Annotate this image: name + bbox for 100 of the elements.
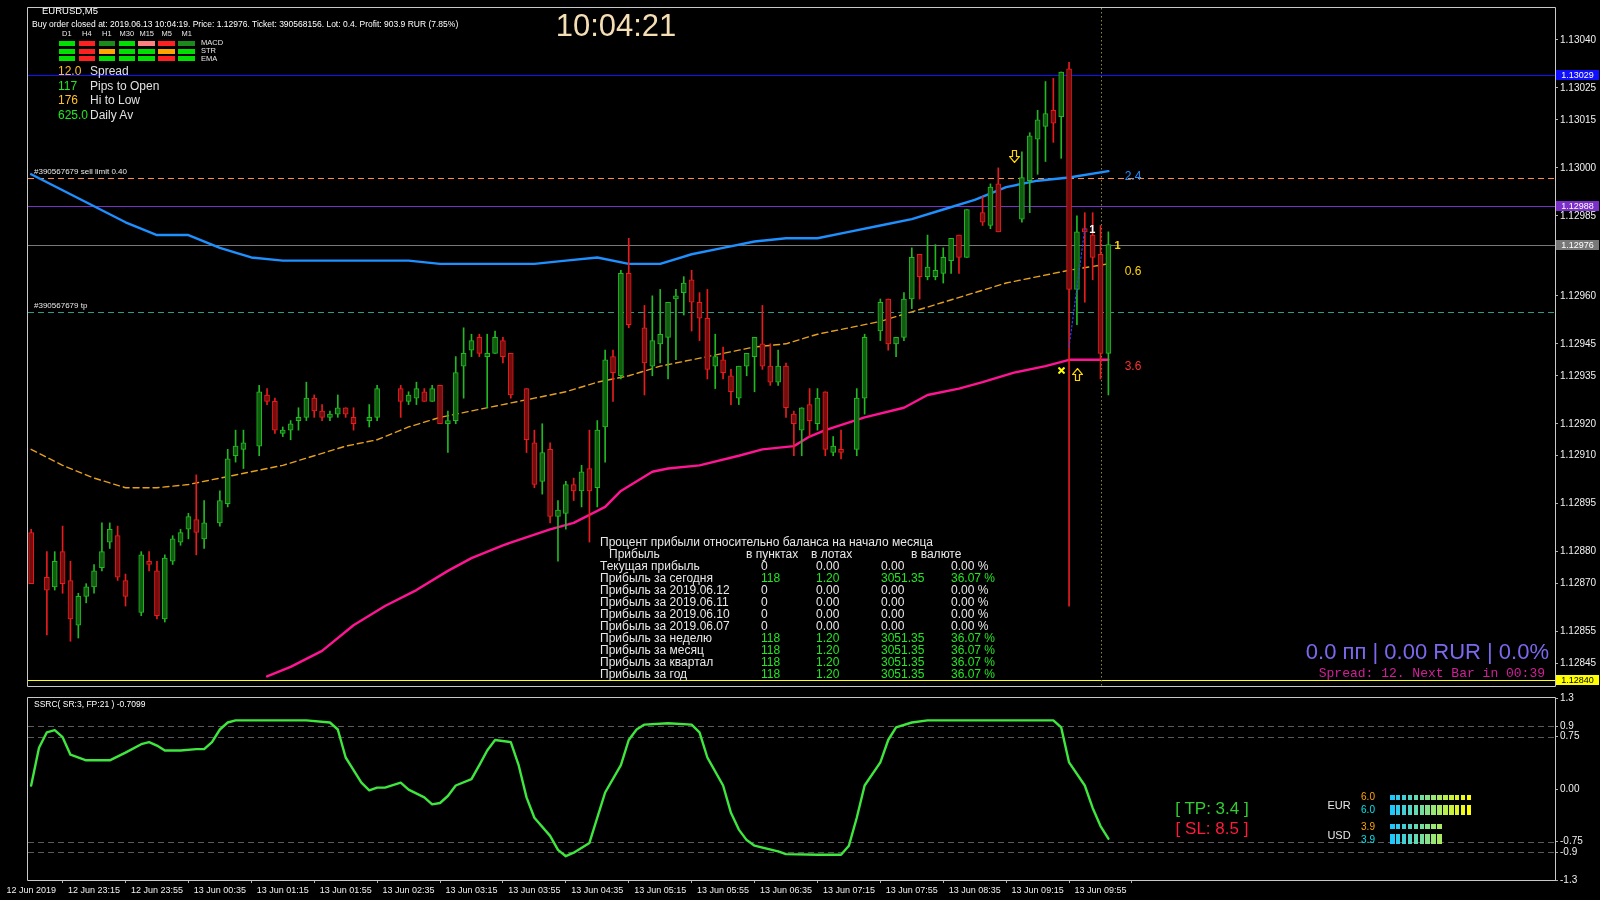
candlestick [838,429,844,460]
annotation: 10:04:21 [555,7,677,43]
x-tick-label: 13 Jun 07:55 [885,884,938,895]
annotation: 0.00 % [951,619,989,633]
y-tick-label: 1.12895 [1560,497,1597,509]
ref-line-label: #390567679 tp [34,300,88,310]
x-tick-label: 12 Jun 2019 [6,884,56,895]
annotation: Прибыль за 2019.06.10 [600,607,730,621]
y-tick-label: 1.12920 [1560,417,1597,429]
annotation: Прибыль за 2019.06.12 [600,583,730,597]
y-tick-label: -0.9 [1560,845,1578,857]
annotation: 0.00 [816,607,840,621]
annotation: 0 [761,619,768,633]
y-tick-label: 1.12945 [1560,337,1597,349]
annotation: Прибыль за год [600,667,688,681]
candlestick [657,289,664,364]
annotation: EUR [1327,798,1351,811]
annotation: 1.20 [816,571,840,585]
y-tick-label: -1.3 [1560,873,1578,885]
text: Buy order closed at: 2019.06.13 10:04:19. Price: 1.12976. Ticket: 390568156. Lot: 0.4. Profit: 903.9 RUR (7.85%) [32,18,459,29]
y-tick-label: 1.12910 [1560,449,1597,461]
annotation: Прибыль за 2019.06.11 [600,595,729,609]
y-tick-label: 1.3 [1560,691,1575,703]
y-tick-label: 1.12985 [1560,209,1597,221]
x-tick-label: 13 Jun 03:15 [445,884,498,895]
annotation: в лотах [811,547,853,561]
annotation: 1 [1089,222,1096,235]
annotation: 3.9 [1361,820,1375,832]
annotation: Spread [90,63,129,78]
annotation: 6.0 [1361,791,1375,802]
y-tick-label: 1.13025 [1560,81,1597,93]
annotation: Прибыль за неделю [600,631,712,645]
annotation: в пунктах [746,547,799,561]
chart-title: SSRC( SR:3, FP:21 ) -0.7099 [34,698,146,709]
annotation: 1.20 [816,643,840,657]
candlestick [366,404,373,428]
annotation: в валюте [911,547,962,561]
annotation: Текущая прибыль [600,559,700,573]
annotation: 3051.35 [881,655,925,669]
annotation: [ TP: 3.4 ] [1175,798,1249,818]
annotation: 0.00 % [951,559,989,573]
annotation: 0.00 [816,559,840,573]
y-tick-label: 1.12845 [1560,657,1597,669]
annotation: 36.07 % [951,667,996,681]
annotation: 2.4 [1124,168,1142,183]
annotation: 36.07 % [951,571,996,585]
annotation: 0.00 [816,583,840,597]
x-tick-label: 13 Jun 09:55 [1074,884,1127,895]
x-tick-label: 13 Jun 00:35 [193,884,246,895]
annotation: 1.20 [816,631,840,645]
annotation: 0.00 [881,583,905,597]
annotation: 0.00 [816,619,840,633]
annotation: Прибыль [609,547,660,561]
annotation: 625.0 [58,108,89,123]
ref-line-label: 1.13029 [1556,70,1599,81]
annotation: 36.07 % [951,643,996,657]
ref-line-label: 1.12840 [1556,674,1599,685]
y-tick-label: -0.75 [1560,835,1584,847]
annotation: USD [1327,828,1351,841]
annotation: 0 [761,607,768,621]
annotation: 0.6 [1124,263,1142,278]
x-tick-label: 13 Jun 05:15 [634,884,687,895]
annotation: 3051.35 [881,667,925,681]
x-tick-label: 13 Jun 01:15 [256,884,309,895]
y-tick-label: 1.13015 [1560,113,1597,125]
annotation: 12.0 [58,63,82,78]
annotation: Daily Av [90,108,134,123]
annotation: 0.00 [881,559,905,573]
annotation: 3.6 [1124,359,1142,374]
annotation: 0.0 пп | 0.00 RUR | 0.0% [1305,639,1549,664]
x-tick-label: 12 Jun 23:55 [130,884,183,895]
x-tick-label: 12 Jun 23:15 [68,884,121,895]
candlestick [445,410,451,453]
candlestick [555,500,561,562]
ref-line-label: #390567679 sell limit 0.40 [34,166,127,176]
candlestick [712,333,719,389]
annotation: 0.00 [881,619,905,633]
annotation: [ SL: 8.5 ] [1175,818,1249,837]
candlestick [146,551,152,572]
annotation: Hi to Low [90,93,141,108]
y-tick-label: 1.13000 [1560,161,1597,173]
y-tick-label: 0.9 [1560,719,1575,731]
annotation: 3051.35 [881,643,925,657]
candlestick [44,551,50,636]
annotation: 0.00 % [951,607,989,621]
annotation: 118 [761,667,781,681]
annotation: 36.07 % [951,655,996,669]
annotation: Прибыль за 2019.06.07 [600,619,730,633]
annotation: 0.00 % [951,583,989,597]
annotation: 0 [761,559,768,573]
annotation: 118 [761,631,781,645]
annotation: 118 [761,643,781,657]
x-tick-label: 13 Jun 05:55 [697,884,750,895]
y-tick-label: 0.00 [1560,782,1580,794]
candlestick [193,474,200,556]
candlestick [791,410,797,457]
y-tick-label: 1.12855 [1560,625,1597,637]
annotation: Pips to Open [90,78,160,93]
annotation: 0 [761,583,768,597]
y-tick-label: 1.12935 [1560,369,1597,381]
